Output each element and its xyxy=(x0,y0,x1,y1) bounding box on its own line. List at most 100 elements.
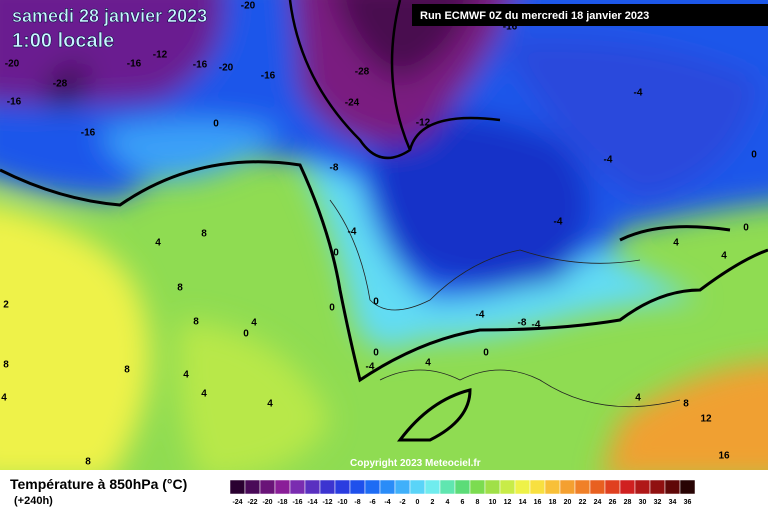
scale-swatch xyxy=(514,479,531,495)
scale-label: -20 xyxy=(262,499,272,506)
scale-label: 20 xyxy=(564,499,572,506)
scale-swatch xyxy=(424,479,441,495)
contour-label: -4 xyxy=(532,320,541,331)
contour-label: -4 xyxy=(348,227,357,238)
scale-label: 32 xyxy=(654,499,662,506)
contour-label: 0 xyxy=(333,248,339,259)
contour-label: -12 xyxy=(153,50,168,61)
map xyxy=(0,0,768,470)
scale-swatch xyxy=(319,479,336,495)
map-subtitle: 1:00 locale xyxy=(12,30,114,52)
contour-label: 8 xyxy=(124,365,130,376)
scale-label: -22 xyxy=(247,499,257,506)
contour-label: -4 xyxy=(554,217,563,228)
scale-swatch xyxy=(454,479,471,495)
contour-label: 12 xyxy=(700,414,712,425)
contour-label: 8 xyxy=(683,399,689,410)
scale-label: -24 xyxy=(232,499,242,506)
contour-label: 4 xyxy=(673,238,679,249)
contour-label: -8 xyxy=(518,318,527,329)
contour-label: -4 xyxy=(366,362,375,373)
contour-label: -24 xyxy=(345,98,360,109)
contour-label: 2 xyxy=(3,300,9,311)
contour-label: -4 xyxy=(476,310,485,321)
contour-labels: -20-28-16-12-16 -20-16 -28-24-12-16-160-8-… xyxy=(1,1,757,468)
contour-label: -20 xyxy=(219,63,234,74)
contour-label: 4 xyxy=(635,393,641,404)
contour-label: -28 xyxy=(53,79,68,90)
scale-label: 8 xyxy=(476,499,480,506)
scale-swatch xyxy=(604,479,621,495)
scale-label: 26 xyxy=(609,499,617,506)
contour-label: -4 xyxy=(604,155,613,166)
scale-swatch xyxy=(484,479,501,495)
lead-time: (+240h) xyxy=(14,495,53,507)
legend-title: Température à 850hPa (°C) xyxy=(10,476,187,492)
scale-label: 12 xyxy=(504,499,512,506)
contour-label: 0 xyxy=(329,303,335,314)
scale-label: -12 xyxy=(322,499,332,506)
contour-label: 0 xyxy=(483,348,489,359)
contour-label: 0 xyxy=(243,329,249,340)
map-title: samedi 28 janvier 2023 xyxy=(12,6,207,26)
scale-label: 24 xyxy=(594,499,602,506)
scale-swatch xyxy=(244,479,261,495)
contour-label: -16 xyxy=(261,71,276,82)
scale-label: 2 xyxy=(431,499,435,506)
scale-label: -14 xyxy=(307,499,317,506)
contour-label: -16 xyxy=(7,97,22,108)
scale-label: 18 xyxy=(549,499,557,506)
scale-swatch xyxy=(649,479,666,495)
contour-label: 0 xyxy=(743,223,749,234)
contour-label: -4 xyxy=(634,88,643,99)
run-info: Run ECMWF 0Z du mercredi 18 janvier 2023 xyxy=(420,10,649,22)
copyright: Copyright 2023 Meteociel.fr xyxy=(350,458,481,469)
contour-label: -12 xyxy=(416,118,431,129)
contour-label: -28 xyxy=(355,67,370,78)
scale-label: 4 xyxy=(446,499,450,506)
scale-label: -10 xyxy=(337,499,347,506)
scale-swatch xyxy=(349,479,366,495)
contour-label: 4 xyxy=(721,251,727,262)
scale-label: -6 xyxy=(369,499,375,506)
contour-label: 0 xyxy=(373,297,379,308)
scale-swatch xyxy=(679,479,696,495)
scale-label: -2 xyxy=(399,499,405,506)
contour-label: 0 xyxy=(373,348,379,359)
scale-swatch xyxy=(379,479,396,495)
contour-label: 4 xyxy=(1,393,7,404)
scale-swatch xyxy=(304,479,321,495)
scale-label: 36 xyxy=(684,499,692,506)
contour-label: -16 xyxy=(127,59,142,70)
scale-label: -8 xyxy=(354,499,360,506)
scale-label: 6 xyxy=(461,499,465,506)
contour-label: 4 xyxy=(155,238,161,249)
contour-label: 8 xyxy=(3,360,9,371)
contour-label: 8 xyxy=(201,229,207,240)
contour-label: -16 xyxy=(503,22,518,33)
scale-swatch xyxy=(499,479,516,495)
scale-swatch xyxy=(364,479,381,495)
scale-swatch xyxy=(274,479,291,495)
scale-label: 34 xyxy=(669,499,677,506)
contour-label: -16 xyxy=(81,128,96,139)
scale-swatch xyxy=(529,479,546,495)
scale-label: 0 xyxy=(416,499,420,506)
scale-label: -4 xyxy=(384,499,390,506)
contour-label: -16 xyxy=(193,60,208,71)
scale-swatch xyxy=(229,479,246,495)
scale-swatch xyxy=(574,479,591,495)
scale-label: -16 xyxy=(292,499,302,506)
contour-label: 8 xyxy=(85,457,91,468)
scale-swatch xyxy=(469,479,486,495)
contour-label: 4 xyxy=(201,389,207,400)
contour-label: 8 xyxy=(193,317,199,328)
scale-swatch xyxy=(259,479,276,495)
contour-label: 4 xyxy=(251,318,257,329)
contour-label: 4 xyxy=(267,399,273,410)
scale-label: 14 xyxy=(519,499,527,506)
scale-label: 30 xyxy=(639,499,647,506)
contour-label: 16 xyxy=(718,451,730,462)
scale-label: -18 xyxy=(277,499,287,506)
